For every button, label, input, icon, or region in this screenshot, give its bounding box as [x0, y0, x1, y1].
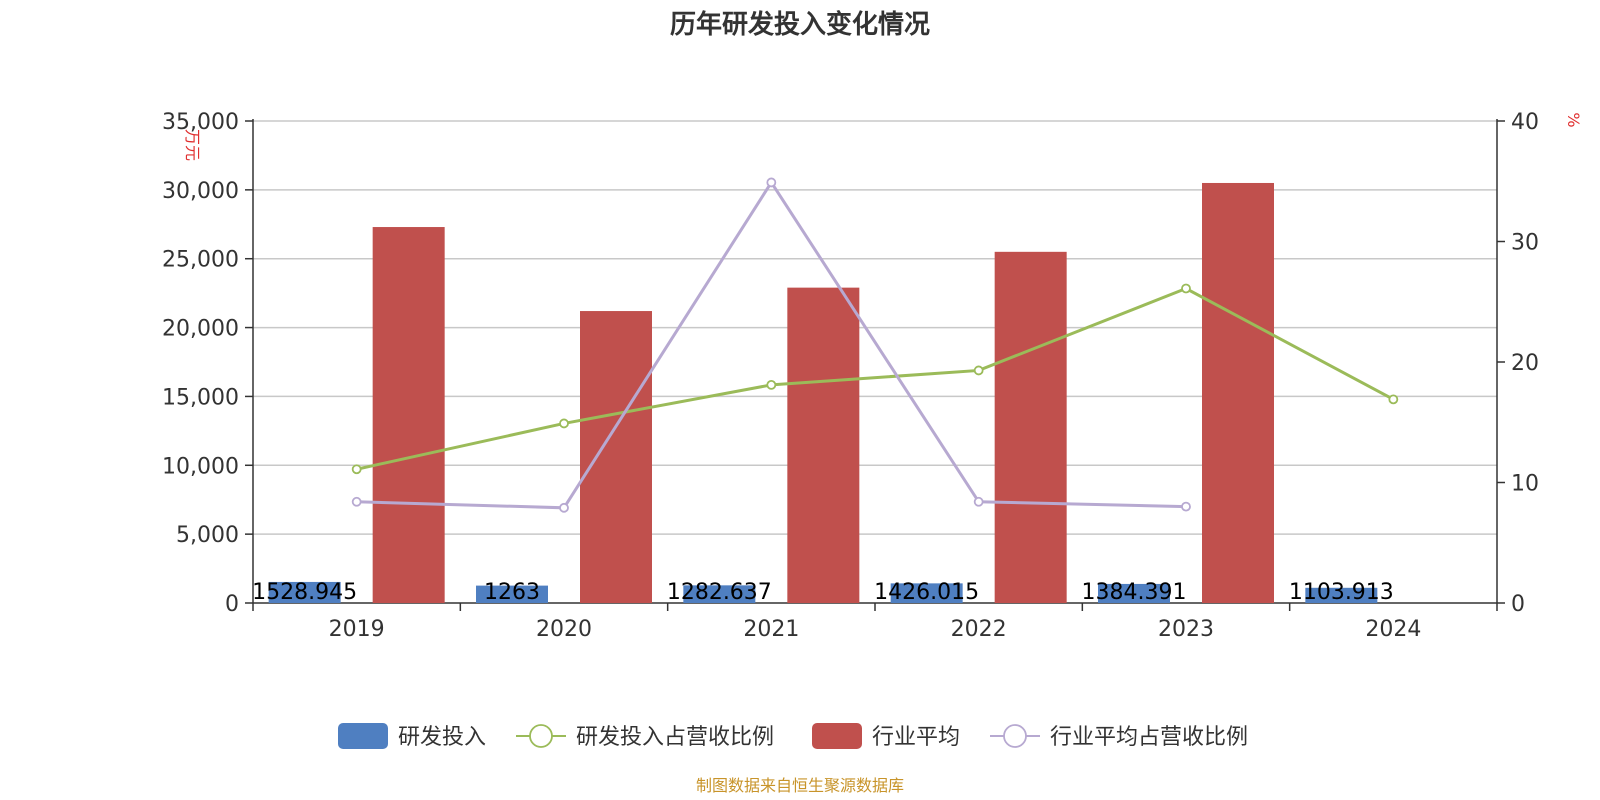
line-point [351, 496, 362, 507]
y-right-unit: % [1564, 112, 1583, 127]
bar [268, 581, 341, 603]
x-tick-label: 2021 [743, 617, 799, 642]
x-tick-label: 2024 [1365, 617, 1421, 642]
line-point [973, 496, 984, 507]
bar [890, 583, 963, 603]
legend-label: 行业平均占营收比例 [1050, 725, 1248, 750]
legend-marker [1003, 724, 1027, 748]
y-left-tick-label: 15,000 [162, 385, 239, 410]
line-point [559, 502, 569, 513]
line-point [559, 418, 569, 429]
bar [476, 585, 548, 603]
gridlines [253, 120, 1497, 535]
bar [372, 227, 445, 604]
series-line [356, 286, 1395, 471]
axes: 0 5,000 10,000 15,000 20,000 25,000 30,000 35,0… [162, 110, 1539, 642]
line-point [973, 365, 984, 376]
bar [1305, 587, 1378, 603]
legend-label: 行业平均 [872, 725, 960, 750]
bar [1098, 583, 1170, 603]
bar-value-label: 1384.391 [1082, 580, 1187, 605]
line-point [766, 379, 777, 390]
lines [351, 177, 1399, 513]
legend-label: 研发投入占营收比例 [576, 725, 774, 750]
line-point [1181, 501, 1191, 512]
line-point [766, 177, 777, 188]
y-left-unit: 万元 [183, 129, 202, 161]
y-right-tick-label: 20 [1511, 351, 1539, 376]
y-left-tick-label: 10,000 [162, 454, 239, 479]
bar-labels: 1528.945 1263 1282.637 1426.015 1384.391 1103… [252, 580, 1394, 605]
x-tick-label: 2020 [536, 617, 592, 642]
bars [268, 182, 1378, 604]
y-left-tick-label: 35,000 [162, 110, 239, 135]
line-point [1181, 283, 1191, 294]
y-right-tick-label: 40 [1511, 110, 1539, 135]
y-left-tick-label: 20,000 [162, 317, 239, 342]
legend-marker [529, 724, 553, 748]
chart-title: 历年研发投入变化情况 [670, 9, 930, 40]
y-left-tick-label: 30,000 [162, 179, 239, 204]
y-right-tick-label: 10 [1511, 472, 1539, 497]
bar [683, 585, 756, 603]
x-tick-label: 2019 [329, 617, 385, 642]
legend-label: 研发投入 [398, 725, 486, 750]
bar-value-label: 1282.637 [667, 580, 772, 605]
bar-value-label: 1263 [484, 580, 540, 605]
legend-swatch [338, 723, 388, 749]
legend-swatch [812, 723, 862, 749]
legend: 研发投入 研发投入占营收比例 行业平均 行业平均占营收比例 [338, 723, 1248, 750]
bar [1202, 182, 1274, 603]
bar [580, 311, 652, 603]
x-tick-label: 2023 [1158, 617, 1214, 642]
y-left-tick-label: 25,000 [162, 248, 239, 273]
bar-value-label: 1528.945 [252, 580, 357, 605]
line-point [351, 464, 362, 475]
bar [994, 251, 1067, 604]
y-right-tick-label: 30 [1511, 231, 1539, 256]
bar-value-label: 1426.015 [874, 580, 979, 605]
bar-value-label: 1103.913 [1289, 580, 1394, 605]
bar [787, 287, 860, 603]
line-point [1388, 394, 1399, 405]
y-left-tick-label: 0 [225, 592, 239, 617]
y-left-tick-label: 5,000 [176, 523, 239, 548]
source-note: 制图数据来自恒生聚源数据库 [696, 776, 904, 795]
x-tick-label: 2022 [951, 617, 1007, 642]
y-right-tick-label: 0 [1511, 592, 1525, 617]
